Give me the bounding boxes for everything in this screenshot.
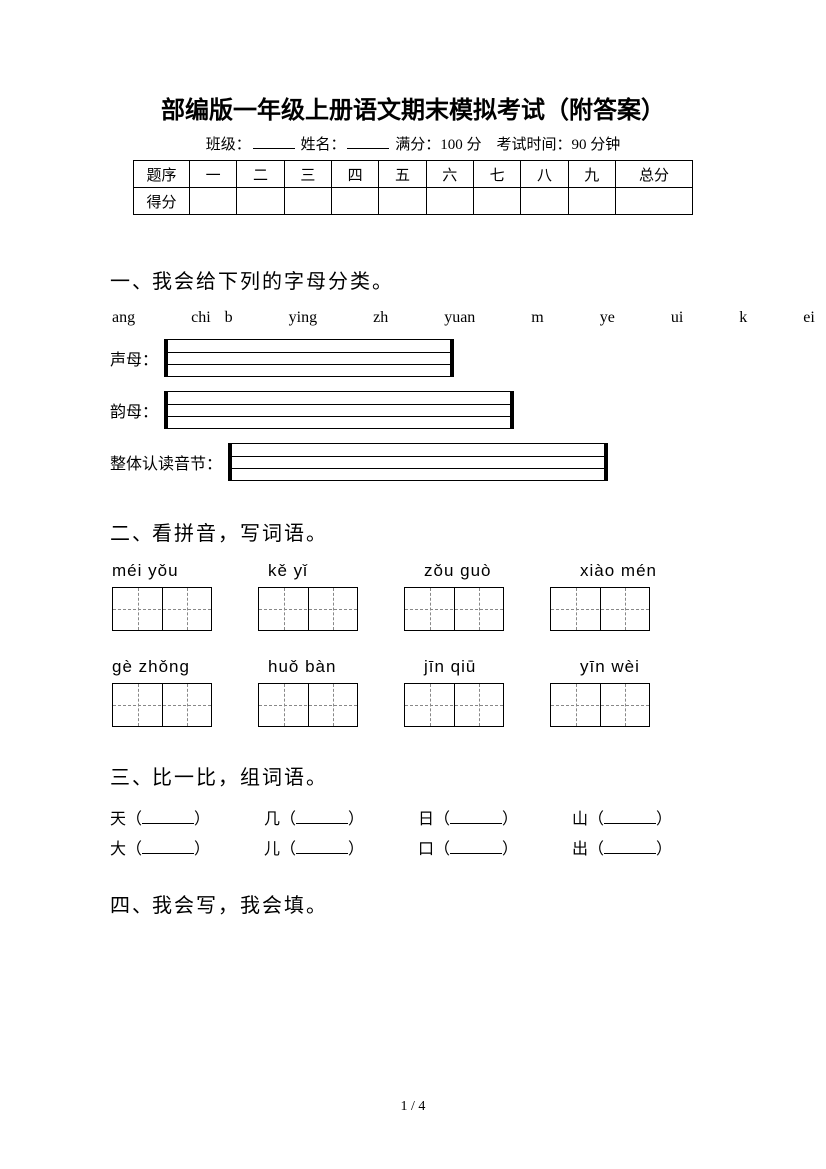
row-label: 得分 [134, 188, 190, 215]
pinyin-word: huǒ bàn [268, 657, 378, 677]
score-cell[interactable] [521, 188, 568, 215]
page-number: 1 / 4 [0, 1099, 826, 1115]
q2-num: 二、 [110, 517, 152, 546]
col: 六 [426, 161, 473, 188]
blank[interactable] [142, 812, 194, 824]
blank[interactable] [450, 842, 502, 854]
name-blank[interactable] [347, 135, 389, 149]
char-grid[interactable] [404, 587, 504, 631]
pinyin-word: gè zhǒng [112, 657, 222, 677]
q1-cat2-label: 韵母： [110, 398, 158, 422]
q1-cat1-label: 声母： [110, 346, 158, 370]
compare-item: 儿（） [264, 835, 408, 859]
pinyin-word: zǒu guò [424, 561, 534, 581]
grid-row [112, 587, 716, 631]
col: 四 [331, 161, 378, 188]
q1-cat1-row: 声母： [110, 339, 716, 377]
col: 总分 [615, 161, 692, 188]
fourline-box[interactable] [164, 339, 454, 377]
blank[interactable] [296, 842, 348, 854]
compare-item: 几（） [264, 805, 408, 829]
q3-num: 三、 [110, 761, 152, 790]
q1-cat3-row: 整体认读音节： [110, 443, 716, 481]
blank[interactable] [450, 812, 502, 824]
pinyin-word: kě yǐ [268, 561, 378, 581]
grid-row [112, 683, 716, 727]
col: 九 [568, 161, 615, 188]
pinyin-word: méi yǒu [112, 561, 222, 581]
page-title: 部编版一年级上册语文期末模拟考试（附答案） [110, 90, 716, 125]
col: 三 [284, 161, 331, 188]
char-grid[interactable] [258, 587, 358, 631]
q1-cat3-label: 整体认读音节： [110, 450, 222, 474]
pinyin-row: gè zhǒng huǒ bàn jīn qiū yīn wèi [112, 657, 716, 677]
score-cell[interactable] [237, 188, 284, 215]
table-row: 得分 [134, 188, 693, 215]
score-cell[interactable] [473, 188, 520, 215]
char-grid[interactable] [404, 683, 504, 727]
char-grid[interactable] [112, 683, 212, 727]
q1-num: 一、 [110, 265, 152, 294]
q3-heading: 三、比一比，组词语。 [110, 761, 716, 790]
score-cell[interactable] [190, 188, 237, 215]
q4-title: 我会写，我会填。 [152, 895, 328, 917]
compare-row: 大（） 儿（） 口（） 出（） [110, 835, 716, 859]
score-table: 题序 一 二 三 四 五 六 七 八 九 总分 得分 [133, 160, 693, 215]
score-cell[interactable] [284, 188, 331, 215]
col: 一 [190, 161, 237, 188]
q1-heading: 一、我会给下列的字母分类。 [110, 265, 716, 294]
score-cell[interactable] [379, 188, 426, 215]
pinyin-word: xiào mén [580, 561, 690, 581]
col: 五 [379, 161, 426, 188]
time-value: 90 分钟 [572, 137, 621, 153]
name-label: 姓名： [300, 137, 345, 153]
blank[interactable] [604, 842, 656, 854]
q4-heading: 四、我会写，我会填。 [110, 889, 716, 918]
fullscore-label: 满分： [395, 137, 440, 153]
q1-items: ang chi b ying zh yuan m ye ui k ei un [112, 309, 716, 327]
fourline-box[interactable] [164, 391, 514, 429]
col: 八 [521, 161, 568, 188]
q4-num: 四、 [110, 889, 152, 918]
class-blank[interactable] [253, 135, 295, 149]
score-cell[interactable] [331, 188, 378, 215]
table-row: 题序 一 二 三 四 五 六 七 八 九 总分 [134, 161, 693, 188]
fullscore-value: 100 分 [440, 137, 481, 153]
blank[interactable] [296, 812, 348, 824]
pinyin-row: méi yǒu kě yǐ zǒu guò xiào mén [112, 561, 716, 581]
fourline-box[interactable] [228, 443, 608, 481]
q1-title: 我会给下列的字母分类。 [152, 271, 394, 293]
score-cell[interactable] [426, 188, 473, 215]
compare-row: 天（） 几（） 日（） 山（） [110, 805, 716, 829]
char-grid[interactable] [112, 587, 212, 631]
header-label: 题序 [134, 161, 190, 188]
blank[interactable] [604, 812, 656, 824]
class-label: 班级： [206, 137, 251, 153]
blank[interactable] [142, 842, 194, 854]
char-grid[interactable] [550, 587, 650, 631]
compare-item: 日（） [418, 805, 562, 829]
q2-title: 看拼音，写词语。 [152, 523, 328, 545]
q3-title: 比一比，组词语。 [152, 767, 328, 789]
time-label: 考试时间： [497, 137, 572, 153]
pinyin-word: yīn wèi [580, 657, 690, 677]
compare-item: 天（） [110, 805, 254, 829]
q2-heading: 二、看拼音，写词语。 [110, 517, 716, 546]
score-cell[interactable] [568, 188, 615, 215]
compare-item: 大（） [110, 835, 254, 859]
meta-line: 班级： 姓名： 满分：100 分 考试时间：90 分钟 [110, 133, 716, 154]
char-grid[interactable] [550, 683, 650, 727]
score-cell[interactable] [615, 188, 692, 215]
compare-item: 出（） [572, 835, 716, 859]
compare-item: 口（） [418, 835, 562, 859]
pinyin-word: jīn qiū [424, 657, 534, 677]
col: 二 [237, 161, 284, 188]
compare-item: 山（） [572, 805, 716, 829]
q1-cat2-row: 韵母： [110, 391, 716, 429]
char-grid[interactable] [258, 683, 358, 727]
col: 七 [473, 161, 520, 188]
